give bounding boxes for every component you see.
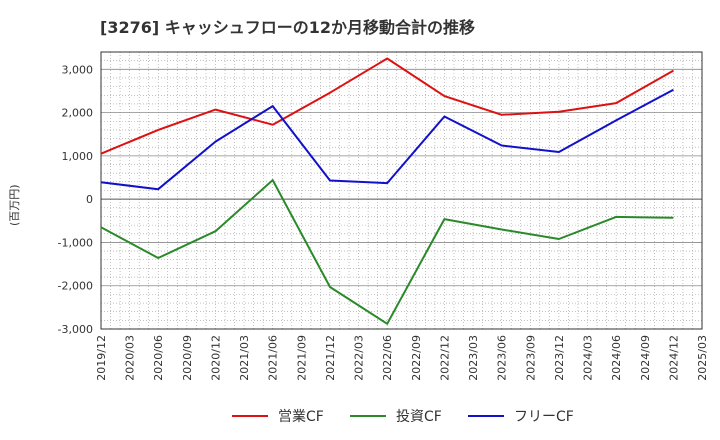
legend: 営業CF 投資CF フリーCF xyxy=(0,404,720,428)
x-tick-label: 2024/09 xyxy=(639,335,652,381)
legend-item: 営業CF xyxy=(232,404,324,428)
x-tick-label: 2024/06 xyxy=(610,335,623,381)
x-tick-label: 2022/06 xyxy=(381,335,394,381)
x-tick-label: 2023/03 xyxy=(467,335,480,381)
grid-layer xyxy=(101,52,702,330)
series-layer xyxy=(100,57,674,325)
series-line xyxy=(100,88,674,191)
axis-layer xyxy=(100,51,703,330)
x-tick-label: 2021/09 xyxy=(295,335,308,381)
x-tick-label: 2020/12 xyxy=(209,335,222,381)
x-tick-label: 2022/03 xyxy=(353,335,366,381)
legend-label: 営業CF xyxy=(278,409,324,425)
legend-swatch xyxy=(232,415,268,417)
legend-swatch xyxy=(468,415,504,417)
x-tick-label: 2024/03 xyxy=(582,335,595,381)
y-tick-label: -3,000 xyxy=(58,323,93,336)
legend-label: フリーCF xyxy=(514,409,574,425)
x-tick-label: 2025/03 xyxy=(696,335,709,381)
legend-swatch xyxy=(350,415,386,417)
x-tick-label: 2020/06 xyxy=(152,335,165,381)
x-tick-label: 2024/12 xyxy=(667,335,680,381)
y-tick-label: -2,000 xyxy=(58,280,93,293)
x-tick-label: 2020/09 xyxy=(181,335,194,381)
series-line xyxy=(100,57,674,155)
x-tick-label: 2019/12 xyxy=(95,335,108,381)
legend-label: 投資CF xyxy=(396,409,442,425)
x-tick-label: 2021/06 xyxy=(267,335,280,381)
y-tick-label: 2,000 xyxy=(62,107,94,120)
x-tick-label: 2020/03 xyxy=(124,335,137,381)
chart-plot: 3,000 2,000 1,000 0 -1,000 -2,000 -3,0002019/1… xyxy=(58,51,709,381)
x-tick-label: 2023/06 xyxy=(496,335,509,381)
legend-item: フリーCF xyxy=(468,404,574,428)
x-tick-label: 2021/12 xyxy=(324,335,337,381)
y-tick-label: -1,000 xyxy=(58,236,93,249)
y-tick-label: 1,000 xyxy=(62,150,94,163)
plot-frame xyxy=(100,51,703,330)
x-tick-label: 2022/12 xyxy=(438,335,451,381)
chart-title: [3276] キャッシュフローの12か月移動合計の推移 xyxy=(100,18,475,37)
x-tick-label: 2023/12 xyxy=(553,335,566,381)
y-tick-label: 0 xyxy=(86,193,93,206)
x-tick-label: 2023/09 xyxy=(524,335,537,381)
x-tick-label: 2022/09 xyxy=(410,335,423,381)
series-line xyxy=(100,179,674,325)
y-tick-label: 3,000 xyxy=(62,63,94,76)
label-layer: 3,000 2,000 1,000 0 -1,000 -2,000 -3,0002019/1… xyxy=(58,63,709,380)
x-tick-label: 2021/03 xyxy=(238,335,251,381)
legend-item: 投資CF xyxy=(350,404,442,428)
